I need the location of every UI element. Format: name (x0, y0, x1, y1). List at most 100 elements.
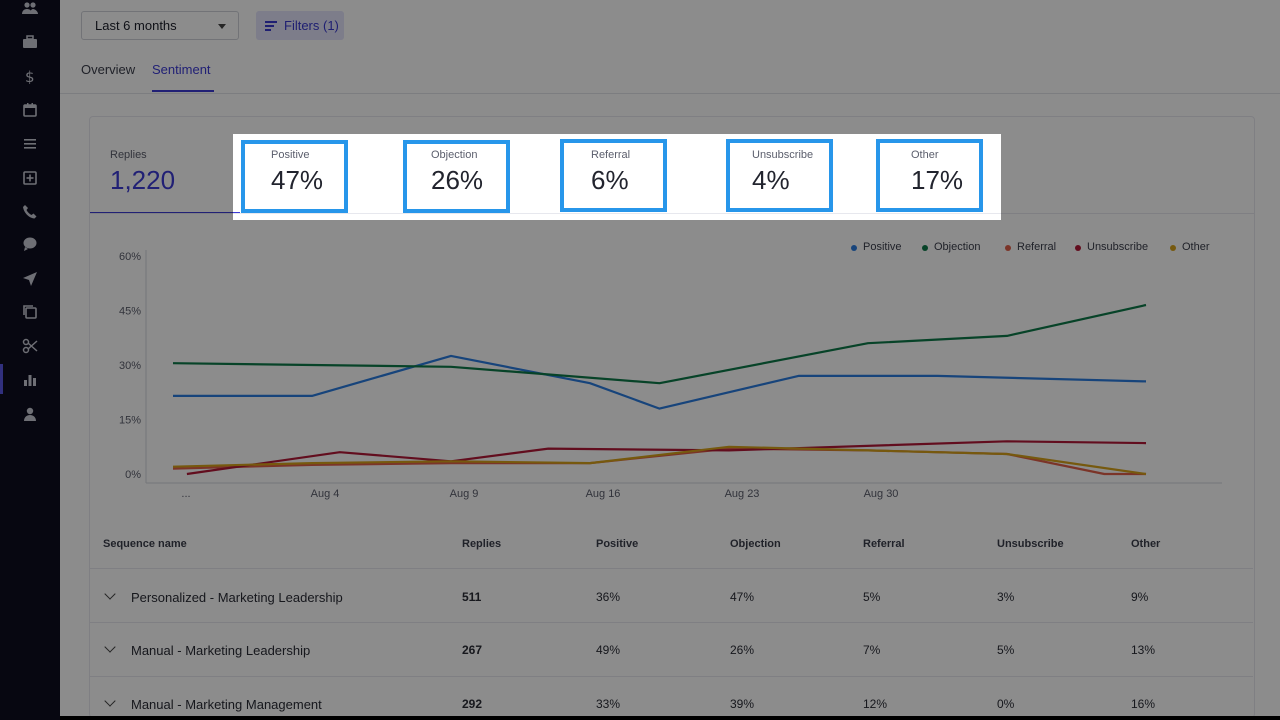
row-separator (89, 622, 1253, 623)
legend-dot (922, 245, 928, 251)
stat-label: Replies (110, 149, 147, 161)
sentiment-line-chart: 0% 15% 30% 45% 60%... Aug 4 Aug 9 Aug 16 Aug 23 A… (119, 250, 1222, 500)
series-line-positive (173, 354, 1147, 410)
legend-label: Positive (863, 241, 902, 253)
add-box-icon[interactable] (18, 166, 42, 190)
legend-label: Referral (1017, 241, 1057, 253)
stat-value: 17% (911, 165, 964, 195)
series-line-objection (172, 303, 1147, 385)
stats-divider (90, 213, 1254, 214)
y-tick-label: 30% (119, 360, 141, 372)
x-tick-label: ... (181, 488, 190, 500)
table-cell: 12% (863, 697, 888, 711)
legend-item-other[interactable]: Other (1170, 241, 1210, 253)
date-range-select[interactable]: Last 6 months (81, 11, 239, 40)
table-cell: 511 (462, 590, 482, 604)
date-range-value: Last 6 months (95, 18, 177, 33)
chat-icon[interactable] (18, 232, 42, 256)
tab-active-indicator (152, 90, 214, 92)
stat-value: 1,220 (110, 165, 176, 195)
filters-button[interactable]: Filters (1) (256, 11, 344, 40)
sequence-name[interactable]: Personalized - Marketing Leadership (131, 590, 343, 605)
scissors-icon[interactable] (18, 334, 42, 358)
column-header[interactable]: Referral (863, 538, 905, 550)
table-cell: 292 (462, 697, 483, 711)
stat-value: 4% (752, 165, 790, 195)
caret-down-icon (218, 24, 226, 29)
column-header[interactable]: Other (1131, 538, 1161, 550)
highlight-referral (560, 139, 667, 212)
highlight-objection (403, 140, 510, 213)
legend-dot (851, 245, 857, 251)
tasks-icon[interactable] (18, 132, 42, 156)
column-header[interactable]: Replies (462, 538, 502, 550)
y-tick-label: 45% (119, 306, 141, 318)
table-cell: 5% (997, 643, 1015, 657)
tab-overview[interactable]: Overview (81, 62, 136, 77)
column-header[interactable]: Sequence name (103, 538, 187, 550)
table-cell: 3% (997, 590, 1015, 604)
stat-value: 6% (591, 165, 629, 195)
x-tick-label: Aug 9 (450, 488, 479, 500)
stat-label: Other (911, 149, 939, 161)
legend-item-objection[interactable]: Objection (922, 241, 980, 253)
send-icon[interactable] (18, 266, 42, 290)
table-cell: 39% (730, 697, 755, 711)
highlight-positive (241, 140, 348, 213)
sequence-name[interactable]: Manual - Marketing Leadership (131, 643, 311, 658)
sidebar-active-indicator (0, 364, 3, 394)
main-content: Last 6 months Filters (1) Overview Senti… (60, 0, 1280, 716)
column-header[interactable]: Objection (730, 538, 781, 550)
legend-dot (1075, 245, 1081, 251)
x-tick-label: Aug 30 (864, 488, 899, 500)
table-cell: 49% (596, 643, 621, 657)
calendar-icon[interactable] (18, 98, 42, 122)
filter-icon (265, 21, 277, 31)
legend-dot (1170, 245, 1176, 251)
row-separator (89, 568, 1253, 569)
copy-icon[interactable] (18, 300, 42, 324)
highlight-other (876, 139, 983, 212)
sentiment-card: Replies 1,220 Positive 47% Objection 26%… (89, 116, 1255, 716)
y-tick-label: 15% (119, 415, 141, 427)
highlight-unsubscribe (726, 139, 833, 212)
tab-sentiment[interactable]: Sentiment (152, 62, 211, 77)
x-tick-label: Aug 4 (311, 488, 340, 500)
legend-label: Other (1182, 241, 1210, 253)
filters-label: Filters (1) (284, 18, 339, 33)
stat-label: Objection (431, 149, 478, 161)
table-cell: 267 (462, 643, 483, 657)
table-cell: 5% (863, 590, 881, 604)
series-line-referral (172, 447, 1146, 476)
svg-text:$: $ (25, 68, 35, 84)
series-line-unsubscribe (186, 440, 1147, 476)
sequence-name[interactable]: Manual - Marketing Management (131, 697, 322, 712)
header-divider (60, 93, 1280, 94)
legend-label: Objection (934, 241, 981, 253)
table-cell: 36% (596, 590, 621, 604)
y-tick-label: 60% (119, 251, 141, 263)
table-cell: 47% (730, 590, 755, 604)
legend-item-referral[interactable]: Referral (1005, 241, 1056, 253)
table-cell: 26% (730, 643, 755, 657)
dollar-icon[interactable]: $ (18, 64, 42, 88)
sidebar: $ (0, 0, 60, 720)
series-line-other (172, 445, 1147, 476)
legend-item-positive[interactable]: Positive (851, 241, 902, 253)
column-header[interactable]: Unsubscribe (997, 538, 1064, 550)
person-icon[interactable] (18, 402, 42, 426)
row-separator (89, 676, 1253, 677)
column-header[interactable]: Positive (596, 538, 639, 550)
legend-dot (1005, 245, 1011, 251)
legend-item-unsubscribe[interactable]: Unsubscribe (1075, 241, 1148, 253)
legend-label: Unsubscribe (1087, 241, 1149, 253)
stat-value: 47% (271, 165, 324, 195)
table-cell: 33% (596, 697, 621, 711)
briefcase-icon[interactable] (18, 30, 42, 54)
stat-label: Unsubscribe (752, 149, 814, 161)
table-cell: 7% (863, 643, 881, 657)
people-icon[interactable] (18, 0, 42, 20)
stat-value: 26% (431, 165, 484, 195)
phone-icon[interactable] (18, 200, 42, 224)
bar-chart-icon[interactable] (18, 368, 42, 392)
